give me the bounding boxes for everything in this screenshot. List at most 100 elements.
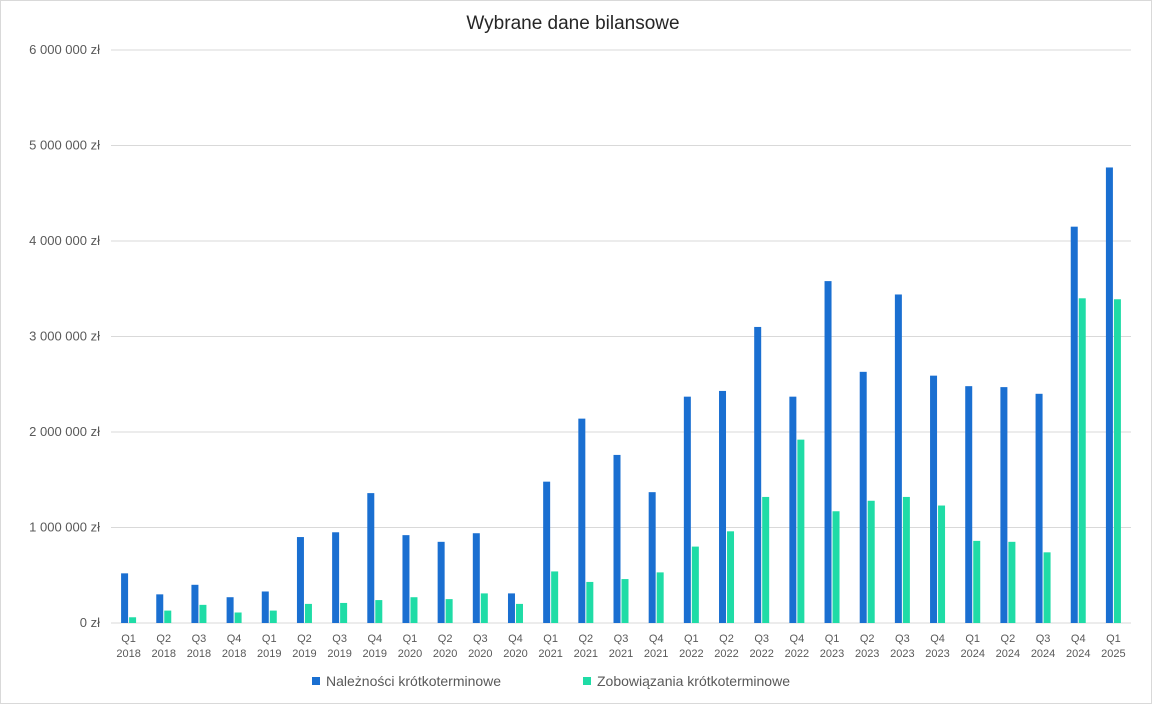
bar-naleznosci (754, 326, 762, 623)
x-tick-quarter: Q3 (754, 633, 769, 645)
bar-naleznosci (156, 594, 164, 623)
bar-naleznosci (543, 481, 551, 623)
x-tick-quarter: Q2 (438, 633, 453, 645)
bar-naleznosci (1070, 226, 1078, 624)
x-tick-year: 2020 (503, 648, 527, 660)
bar-zobowiazania (164, 610, 172, 623)
x-tick-year: 2023 (890, 648, 914, 660)
x-tick-year: 2020 (468, 648, 492, 660)
x-tick-quarter: Q1 (1106, 633, 1121, 645)
x-tick-year: 2021 (538, 648, 562, 660)
x-tick-quarter: Q2 (297, 633, 312, 645)
bar-zobowiazania (515, 603, 523, 623)
bar-zobowiazania (1043, 552, 1051, 623)
y-tick-label: 0 zł (80, 615, 100, 630)
x-tick-year: 2019 (363, 648, 387, 660)
bar-naleznosci (578, 418, 586, 623)
x-tick-quarter: Q1 (121, 633, 136, 645)
bar-naleznosci (894, 294, 902, 623)
bar-naleznosci (1105, 167, 1113, 623)
bar-naleznosci (507, 593, 515, 623)
x-tick-year: 2023 (820, 648, 844, 660)
bar-zobowiazania (832, 511, 840, 623)
bar-zobowiazania (234, 612, 242, 623)
x-tick-year: 2020 (398, 648, 422, 660)
bar-naleznosci (719, 390, 727, 623)
x-tick-quarter: Q1 (543, 633, 558, 645)
x-tick-year: 2022 (679, 648, 703, 660)
x-tick-year: 2021 (609, 648, 633, 660)
bar-zobowiazania (551, 571, 559, 623)
bar-zobowiazania (797, 439, 805, 623)
bar-naleznosci (121, 573, 129, 623)
x-tick-quarter: Q4 (508, 633, 523, 645)
bars (121, 167, 1121, 624)
x-tick-year: 2021 (644, 648, 668, 660)
x-tick-year: 2023 (925, 648, 949, 660)
bar-zobowiazania (1008, 541, 1016, 623)
bar-zobowiazania (445, 599, 453, 623)
x-tick-quarter: Q2 (578, 633, 593, 645)
bar-naleznosci (859, 371, 867, 623)
y-tick-label: 1 000 000 zł (29, 520, 100, 535)
legend-label: Należności krótkoterminowe (326, 673, 501, 689)
bar-naleznosci (789, 396, 797, 623)
x-tick-year: 2024 (1066, 648, 1090, 660)
legend-swatch (312, 677, 320, 685)
y-tick-label: 4 000 000 zł (29, 233, 100, 248)
bar-zobowiazania (586, 581, 594, 623)
bar-naleznosci (437, 541, 445, 623)
legend: Należności krótkoterminowe Zobowiązania k… (312, 673, 790, 689)
x-tick-quarter: Q3 (473, 633, 488, 645)
x-tick-quarter: Q2 (719, 633, 734, 645)
x-tick-quarter: Q1 (684, 633, 699, 645)
x-tick-quarter: Q2 (860, 633, 875, 645)
bar-naleznosci (648, 492, 656, 623)
bar-zobowiazania (867, 500, 875, 623)
x-tick-quarter: Q3 (192, 633, 207, 645)
x-tick-quarter: Q3 (614, 633, 629, 645)
bar-naleznosci (226, 597, 234, 623)
bar-zobowiazania (304, 603, 312, 623)
bar-naleznosci (261, 591, 269, 623)
x-tick-year: 2021 (574, 648, 598, 660)
x-tick-quarter: Q4 (227, 633, 242, 645)
y-axis-ticks: 0 zł 1 000 000 zł 2 000 000 zł 3 000 000 zł… (29, 42, 100, 630)
y-tick-label: 3 000 000 zł (29, 329, 100, 344)
x-tick-year: 2024 (960, 648, 984, 660)
bar-zobowiazania (410, 597, 418, 623)
x-tick-year: 2025 (1101, 648, 1125, 660)
bar-zobowiazania (480, 593, 488, 623)
x-tick-year: 2022 (785, 648, 809, 660)
x-tick-quarter: Q3 (1036, 633, 1051, 645)
x-tick-quarter: Q3 (332, 633, 347, 645)
x-tick-year: 2019 (292, 648, 316, 660)
x-tick-year: 2018 (222, 648, 246, 660)
chart-title: Wybrane dane bilansowe (466, 13, 679, 34)
x-tick-quarter: Q1 (825, 633, 840, 645)
bar-zobowiazania (656, 572, 664, 623)
bar-naleznosci (472, 533, 480, 623)
x-tick-year: 2019 (327, 648, 351, 660)
bar-naleznosci (613, 454, 621, 623)
x-tick-quarter: Q4 (790, 633, 805, 645)
bar-naleznosci (965, 386, 973, 623)
bar-zobowiazania (199, 604, 207, 623)
bar-naleznosci (191, 584, 199, 623)
x-tick-year: 2024 (1031, 648, 1055, 660)
bar-naleznosci (1000, 387, 1008, 623)
bar-zobowiazania (340, 602, 348, 623)
x-tick-quarter: Q4 (1071, 633, 1086, 645)
bar-zobowiazania (973, 540, 981, 623)
y-tick-label: 6 000 000 zł (29, 42, 100, 57)
bar-zobowiazania (1113, 299, 1121, 623)
x-tick-year: 2024 (996, 648, 1020, 660)
x-tick-year: 2022 (749, 648, 773, 660)
bar-zobowiazania (902, 496, 910, 623)
legend-label: Zobowiązania krótkoterminowe (597, 673, 790, 689)
x-tick-quarter: Q1 (403, 633, 418, 645)
legend-swatch (583, 677, 591, 685)
x-tick-quarter: Q4 (649, 633, 664, 645)
x-tick-year: 2019 (257, 648, 281, 660)
